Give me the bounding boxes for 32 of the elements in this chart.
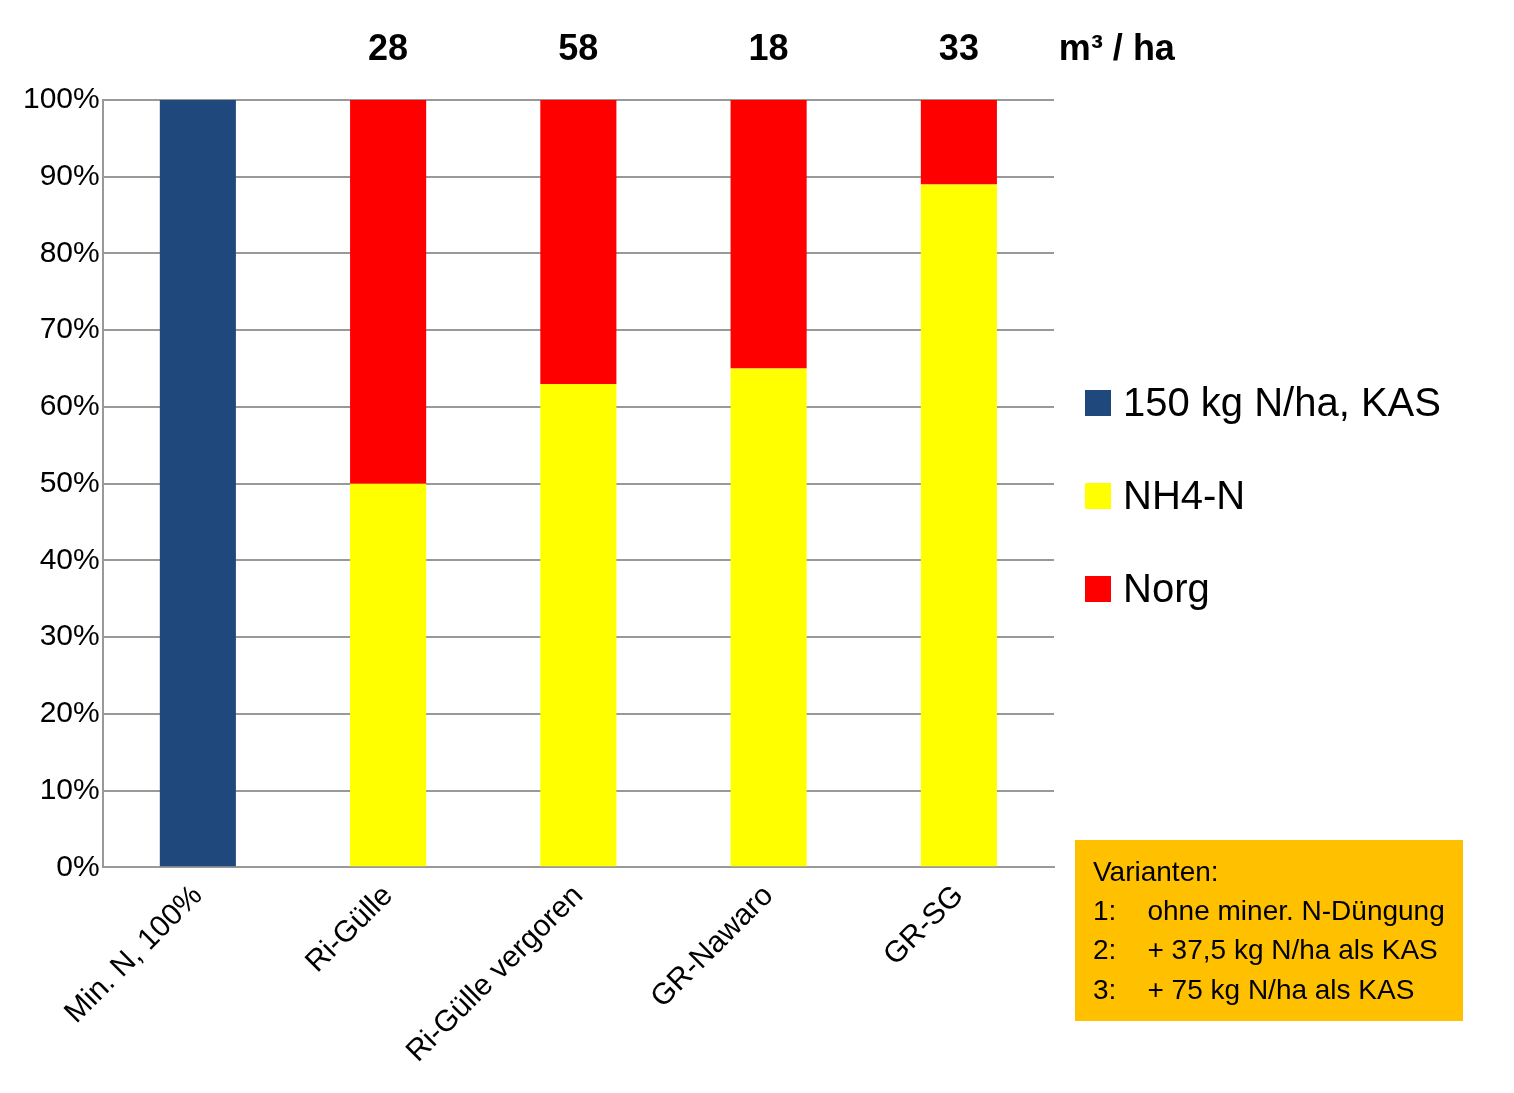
y-tick-label: 10% xyxy=(39,771,100,805)
legend-label: Norg xyxy=(1123,566,1210,611)
bar xyxy=(730,100,807,369)
text: 33 xyxy=(938,27,979,68)
y-tick-label: 30% xyxy=(39,618,100,652)
bar xyxy=(730,368,807,867)
text: m³ / ha xyxy=(1058,27,1176,68)
y-tick-label: 80% xyxy=(39,234,100,268)
bar xyxy=(350,100,427,484)
y-tick-label: 60% xyxy=(39,388,100,422)
y-tick-label: 0% xyxy=(56,848,100,882)
bar xyxy=(540,383,617,867)
text: 2: + 37,5 kg N/ha als KAS xyxy=(1093,934,1438,966)
text: 28 xyxy=(368,27,409,68)
y-tick-label: 70% xyxy=(39,311,100,345)
text: Varianten: xyxy=(1093,856,1219,887)
y-tick-label: 90% xyxy=(39,158,100,191)
bar xyxy=(920,184,997,867)
text: 3: + 75 kg N/ha als KAS xyxy=(1093,973,1415,1005)
y-tick-label: 40% xyxy=(39,541,100,575)
bar xyxy=(920,100,997,185)
y-tick-label: 20% xyxy=(39,695,100,729)
legend-label: 150 kg N/ha, KAS xyxy=(1123,380,1441,425)
text: 1: ohne miner. N-Düngung xyxy=(1093,895,1445,927)
text: 58 xyxy=(558,27,599,68)
bar xyxy=(159,100,236,867)
y-tick-label: 100% xyxy=(22,81,100,115)
bar xyxy=(350,483,427,867)
text: 18 xyxy=(748,27,789,68)
legend-label: NH4-N xyxy=(1123,473,1246,518)
y-tick-label: 50% xyxy=(39,464,100,498)
bar xyxy=(540,100,617,384)
